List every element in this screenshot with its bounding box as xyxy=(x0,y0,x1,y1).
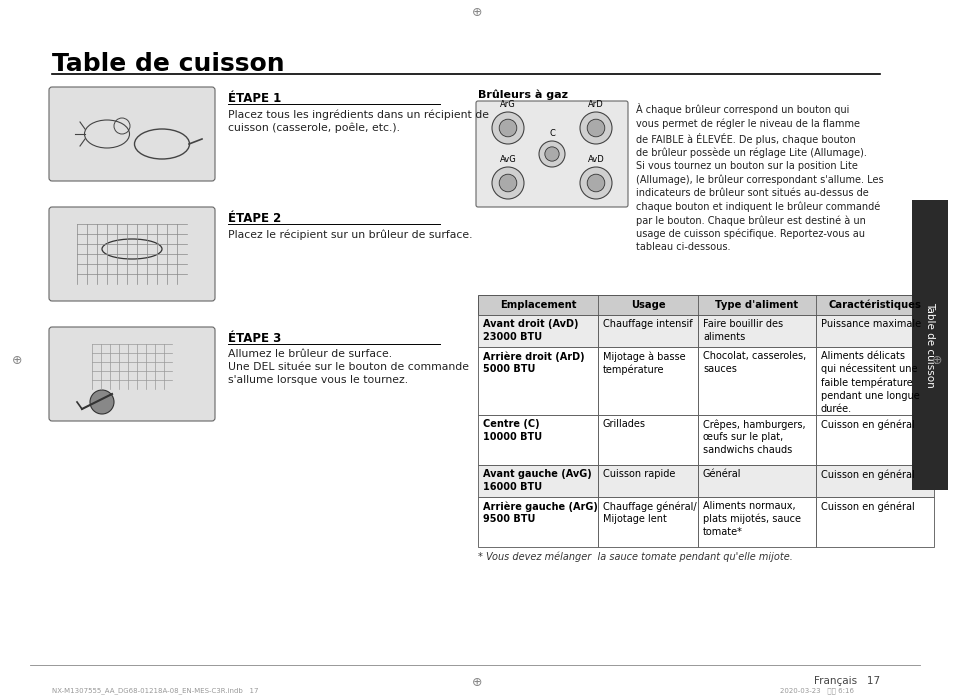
Text: AvD: AvD xyxy=(587,155,604,164)
Circle shape xyxy=(498,174,517,192)
Text: Général: Général xyxy=(702,469,740,479)
Bar xyxy=(598,347,698,415)
Bar xyxy=(477,295,933,315)
Text: Emplacement: Emplacement xyxy=(499,300,576,310)
Text: Cuisson en général: Cuisson en général xyxy=(821,501,914,512)
Text: 2020-03-23   問前 6:16: 2020-03-23 問前 6:16 xyxy=(780,687,853,693)
Bar xyxy=(815,497,933,547)
Bar xyxy=(698,465,815,497)
Text: ⊕: ⊕ xyxy=(931,354,942,366)
Text: Avant droit (AvD)
23000 BTU: Avant droit (AvD) 23000 BTU xyxy=(482,319,578,342)
Text: NX-M1307555_AA_DG68-01218A-08_EN-MES-C3R.indb   17: NX-M1307555_AA_DG68-01218A-08_EN-MES-C3R… xyxy=(52,687,258,693)
Text: ArG: ArG xyxy=(499,100,516,109)
Circle shape xyxy=(587,120,604,137)
Bar xyxy=(477,497,598,547)
Circle shape xyxy=(90,390,113,414)
Text: Avant gauche (AvG)
16000 BTU: Avant gauche (AvG) 16000 BTU xyxy=(482,469,591,492)
Bar xyxy=(698,347,815,415)
Text: ÉTAPE 3: ÉTAPE 3 xyxy=(228,332,281,345)
Text: Puissance maximale: Puissance maximale xyxy=(821,319,921,329)
Text: ÉTAPE 2: ÉTAPE 2 xyxy=(228,212,281,225)
Circle shape xyxy=(579,112,612,144)
Text: Placez tous les ingrédients dans un récipient de
cuisson (casserole, poêle, etc.: Placez tous les ingrédients dans un réci… xyxy=(228,109,489,134)
Circle shape xyxy=(492,112,523,144)
Text: Arrière gauche (ArG)
9500 BTU: Arrière gauche (ArG) 9500 BTU xyxy=(482,501,598,524)
Text: ⊕: ⊕ xyxy=(471,677,482,689)
Bar xyxy=(598,497,698,547)
Text: Crêpes, hamburgers,
œufs sur le plat,
sandwichs chauds: Crêpes, hamburgers, œufs sur le plat, sa… xyxy=(702,419,804,455)
Text: AvG: AvG xyxy=(499,155,516,164)
Bar xyxy=(815,465,933,497)
Bar xyxy=(598,315,698,347)
FancyBboxPatch shape xyxy=(49,327,214,421)
Text: Cuisson en général: Cuisson en général xyxy=(821,419,914,429)
Text: Brûleurs à gaz: Brûleurs à gaz xyxy=(477,90,567,101)
Text: À chaque brûleur correspond un bouton qui
vous permet de régler le niveau de la : À chaque brûleur correspond un bouton qu… xyxy=(636,103,882,252)
Text: Centre (C)
10000 BTU: Centre (C) 10000 BTU xyxy=(482,419,541,442)
Bar xyxy=(477,347,598,415)
Bar xyxy=(698,415,815,465)
Text: Chauffage intensif: Chauffage intensif xyxy=(602,319,692,329)
Text: Aliments normaux,
plats mijotés, sauce
tomate*: Aliments normaux, plats mijotés, sauce t… xyxy=(702,501,801,538)
Text: Cuisson rapide: Cuisson rapide xyxy=(602,469,675,479)
Circle shape xyxy=(544,147,558,161)
Text: Chocolat, casseroles,
sauces: Chocolat, casseroles, sauces xyxy=(702,351,805,374)
Text: Français   17: Français 17 xyxy=(813,676,879,686)
Circle shape xyxy=(579,167,612,199)
Bar xyxy=(815,347,933,415)
Bar xyxy=(815,315,933,347)
Text: C: C xyxy=(549,129,555,138)
Text: Allumez le brûleur de surface.
Une DEL située sur le bouton de commande
s'allume: Allumez le brûleur de surface. Une DEL s… xyxy=(228,349,469,385)
Bar xyxy=(698,315,815,347)
FancyBboxPatch shape xyxy=(49,207,214,301)
Text: Table de cuisson: Table de cuisson xyxy=(924,302,934,388)
Text: Aliments délicats
qui nécessitent une
faible température
pendant une longue
duré: Aliments délicats qui nécessitent une fa… xyxy=(821,351,919,414)
Text: ⊕: ⊕ xyxy=(11,354,22,366)
Bar xyxy=(911,200,947,490)
Circle shape xyxy=(492,167,523,199)
Text: Faire bouillir des
aliments: Faire bouillir des aliments xyxy=(702,319,782,342)
Text: Chauffage général/
Mijotage lent: Chauffage général/ Mijotage lent xyxy=(602,501,696,524)
Circle shape xyxy=(498,120,517,137)
Text: Table de cuisson: Table de cuisson xyxy=(52,52,284,76)
Text: Cuisson en général: Cuisson en général xyxy=(821,469,914,480)
FancyBboxPatch shape xyxy=(49,87,214,181)
Bar xyxy=(698,497,815,547)
Text: Arrière droit (ArD)
5000 BTU: Arrière droit (ArD) 5000 BTU xyxy=(482,351,584,374)
FancyBboxPatch shape xyxy=(476,101,627,207)
Bar xyxy=(598,465,698,497)
Text: Type d'aliment: Type d'aliment xyxy=(715,300,798,310)
Bar xyxy=(477,465,598,497)
Circle shape xyxy=(587,174,604,192)
Text: ÉTAPE 1: ÉTAPE 1 xyxy=(228,92,281,105)
Text: Grillades: Grillades xyxy=(602,419,645,429)
Text: Placez le récipient sur un brûleur de surface.: Placez le récipient sur un brûleur de su… xyxy=(228,229,472,240)
Text: ArD: ArD xyxy=(587,100,603,109)
Text: ⊕: ⊕ xyxy=(471,6,482,18)
Text: Mijotage à basse
température: Mijotage à basse température xyxy=(602,351,685,375)
Text: Caractéristiques: Caractéristiques xyxy=(828,300,921,310)
Bar xyxy=(477,415,598,465)
Bar xyxy=(477,315,598,347)
Text: Usage: Usage xyxy=(630,300,664,310)
Circle shape xyxy=(538,141,564,167)
Bar xyxy=(598,415,698,465)
Text: * Vous devez mélanger  la sauce tomate pendant qu'elle mijote.: * Vous devez mélanger la sauce tomate pe… xyxy=(477,552,792,563)
Bar xyxy=(815,415,933,465)
